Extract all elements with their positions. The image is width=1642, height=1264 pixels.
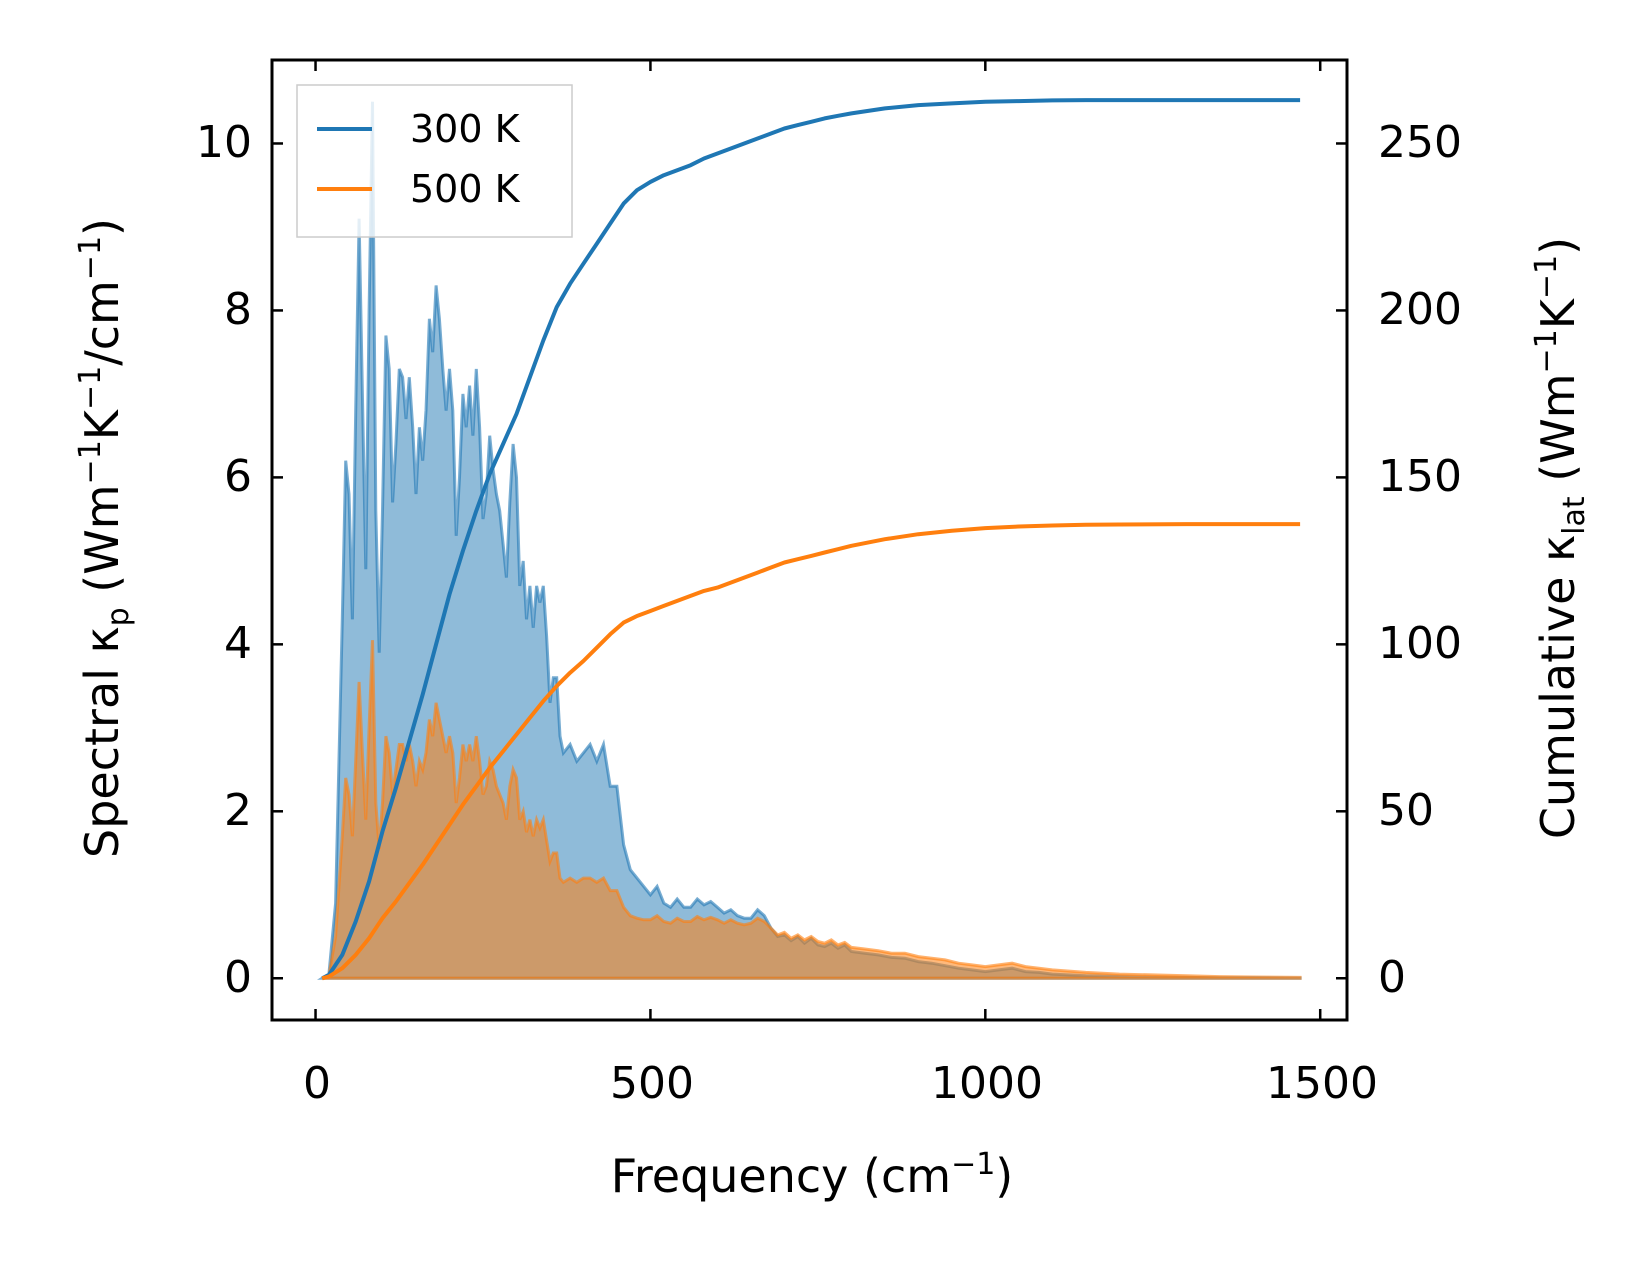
x-tick-label: 1500 — [1266, 1058, 1378, 1109]
y-right-tick-label: 200 — [1378, 284, 1462, 335]
cumulative-line-500k — [321, 522, 1301, 981]
plot-series — [316, 98, 1302, 981]
plot-frame — [270, 58, 1349, 1022]
y-left-tick-label: 10 — [196, 117, 252, 168]
y-left-axis-title: Spectral κp (Wm−1K−1/cm−1) — [73, 218, 136, 858]
y-left-tick-label: 2 — [224, 785, 252, 836]
y-left-tick-label: 0 — [224, 952, 252, 1003]
cumulative-line-300k — [321, 98, 1301, 981]
y-right-tick-label: 100 — [1378, 618, 1462, 669]
y-left-tick-label: 6 — [224, 451, 252, 502]
y-right-tick-label: 250 — [1378, 117, 1462, 168]
x-axis-title: Frequency (cm−1) — [611, 1147, 1014, 1203]
y-right-tick-label: 150 — [1378, 451, 1462, 502]
legend-label-500k: 500 K — [410, 167, 521, 211]
x-tick-label: 1000 — [931, 1058, 1043, 1109]
legend: 300 K 500 K — [296, 84, 573, 238]
legend-label-300k: 300 K — [410, 107, 521, 151]
y-right-tick-label: 50 — [1378, 785, 1434, 836]
y-left-tick-label: 8 — [224, 284, 252, 335]
y-left-tick-label: 4 — [224, 618, 252, 669]
y-right-tick-label: 0 — [1378, 952, 1406, 1003]
y-right-axis-title: Cumulative κlat (Wm−1K−1) — [1529, 237, 1592, 839]
x-tick-label: 0 — [303, 1058, 331, 1109]
x-tick-label: 500 — [610, 1058, 694, 1109]
tick-marks — [272, 60, 1347, 1020]
legend-box — [296, 84, 573, 238]
